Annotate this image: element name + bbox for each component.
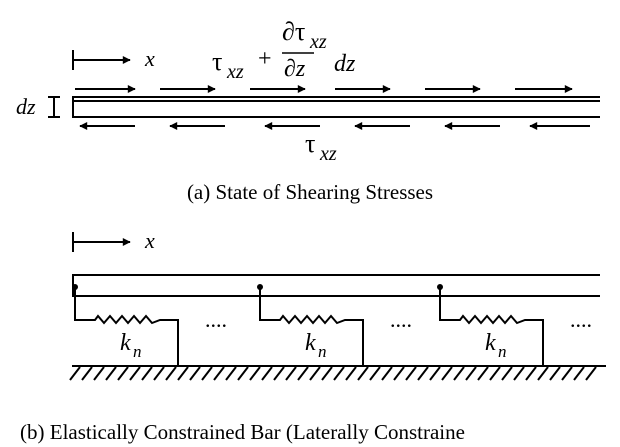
hatch-line (93, 366, 105, 381)
caption: (b) Elastically Constrained Bar (Lateral… (20, 420, 465, 444)
tau: τ (212, 47, 222, 76)
panel-b: x k n....k n....k n.... (b) Elastically Con… (20, 228, 606, 444)
hatch-line (573, 366, 585, 381)
hatch-line (333, 366, 345, 381)
hatch-line (525, 366, 537, 381)
hatch-line (81, 366, 93, 381)
hatch-line (165, 366, 177, 381)
hatch-line (237, 366, 249, 381)
ellipsis: .... (205, 307, 227, 332)
springs: k n....k n....k n.... (72, 284, 592, 366)
tau-sub: xz (226, 61, 244, 83)
numerator: ∂τ (282, 17, 305, 46)
hatch-line (201, 366, 213, 381)
hatch-line (549, 366, 561, 381)
x-label: x (144, 228, 155, 253)
x-label: x (144, 46, 155, 71)
hatch-line (561, 366, 573, 381)
ellipsis: .... (390, 307, 412, 332)
hatch-line (465, 366, 477, 381)
hatch-line (453, 366, 465, 381)
hatch-line (213, 366, 225, 381)
hatch-line (273, 366, 285, 381)
hatch-line (585, 366, 597, 381)
bar (72, 274, 600, 297)
hatch-line (357, 366, 369, 381)
hatch-line (417, 366, 429, 381)
caption: (a) State of Shearing Stresses (187, 180, 433, 204)
panel-a: x τ xz + ∂τ xz ∂z dz dz τ xz (a) State o… (16, 17, 600, 204)
tau: τ (305, 129, 315, 158)
hatch-line (345, 366, 357, 381)
spring-constant: k (305, 330, 316, 356)
plus: + (258, 46, 272, 72)
hatch-line (309, 366, 321, 381)
spring-constant-sub: n (318, 342, 327, 361)
spring-constant: k (120, 330, 131, 356)
hatch-line (105, 366, 117, 381)
hatch-line (153, 366, 165, 381)
hatch-line (489, 366, 501, 381)
hatch-line (297, 366, 309, 381)
ellipsis: .... (570, 307, 592, 332)
hatch-line (441, 366, 453, 381)
spring (439, 287, 544, 366)
hatch-line (381, 366, 393, 381)
numerator-sub: xz (309, 31, 327, 53)
hatch-line (141, 366, 153, 381)
spring-constant-sub: n (498, 342, 507, 361)
spring-constant-sub: n (133, 342, 142, 361)
hatch-line (429, 366, 441, 381)
spring (74, 287, 179, 366)
hatch-line (69, 366, 81, 381)
hatch-line (369, 366, 381, 381)
hatch-line (393, 366, 405, 381)
spring-constant: k (485, 330, 496, 356)
hatch-line (321, 366, 333, 381)
spring (259, 287, 364, 366)
hatch-line (117, 366, 129, 381)
hatch-line (249, 366, 261, 381)
hatch-line (477, 366, 489, 381)
hatch-line (405, 366, 417, 381)
hatch-line (129, 366, 141, 381)
ground-hatch (69, 366, 597, 381)
hatch-line (225, 366, 237, 381)
hatch-line (513, 366, 525, 381)
hatch-line (261, 366, 273, 381)
hatch-line (501, 366, 513, 381)
bar (72, 96, 600, 118)
hatch-line (177, 366, 189, 381)
tau-sub: xz (319, 143, 337, 165)
dz-bracket (48, 96, 60, 118)
denominator: ∂z (284, 56, 306, 82)
hatch-line (285, 366, 297, 381)
dz: dz (334, 51, 356, 77)
hatch-line (537, 366, 549, 381)
hatch-line (189, 366, 201, 381)
dz-label: dz (16, 94, 36, 119)
